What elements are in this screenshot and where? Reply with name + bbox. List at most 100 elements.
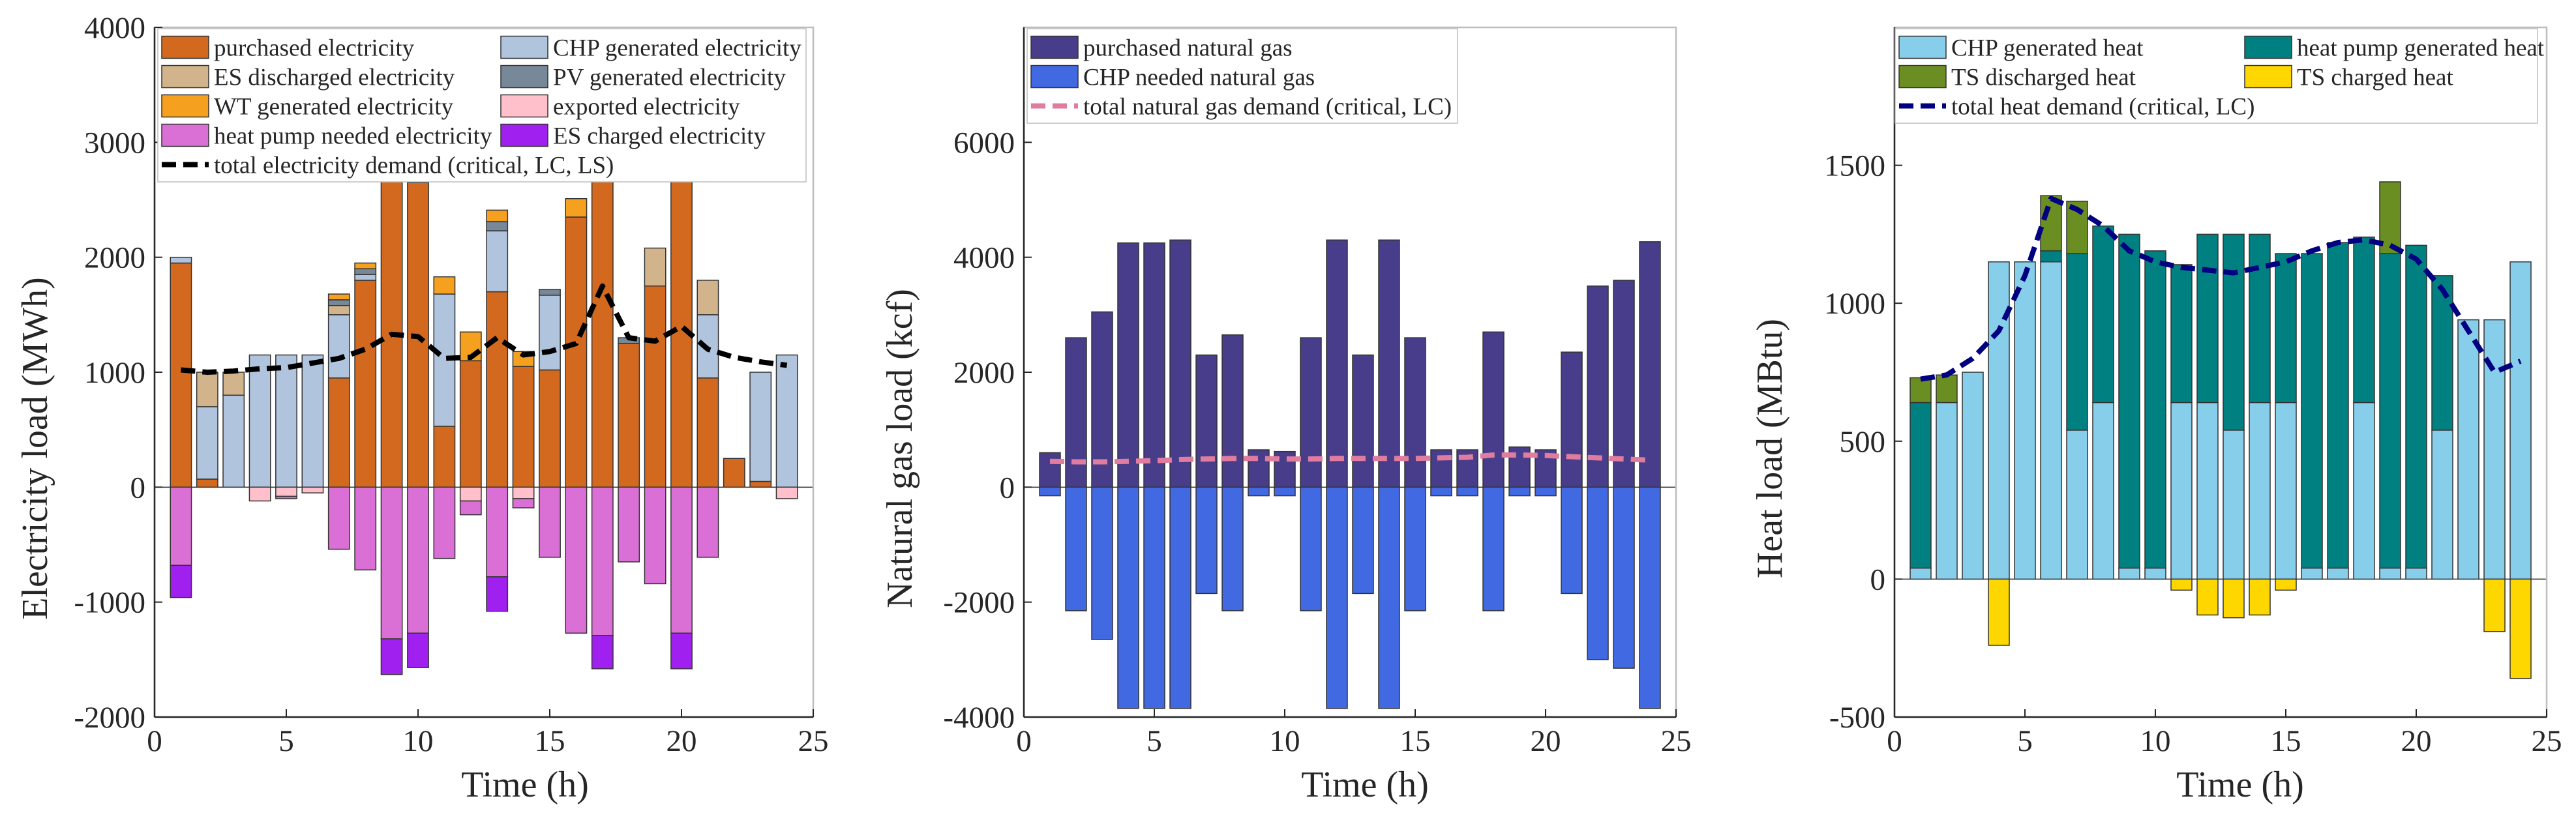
bar-heat-pump-generated-heat (2431, 275, 2453, 431)
y-tick-label: -1000 (74, 586, 145, 620)
bar-heat-pump-needed-electricity (644, 486, 666, 585)
x-tick-label: 5 (2017, 724, 2033, 758)
y-tick-label: -4000 (943, 701, 1015, 735)
bar-heat-pump-needed-electricity (380, 486, 403, 639)
y-tick-label: 0 (130, 471, 146, 505)
bar-heat-pump-generated-heat (2118, 233, 2140, 569)
legend-swatch-wt-generated-electricity (161, 94, 209, 118)
bar-heat-pump-needed-electricity (459, 500, 482, 516)
bar-purchased-natural-gas (1195, 354, 1218, 488)
bar-purchased-natural-gas (1482, 331, 1505, 488)
bar-chp-generated-electricity (196, 406, 218, 480)
bar-purchased-natural-gas (1039, 452, 1061, 488)
legend-swatch-exported-electricity (500, 94, 548, 118)
legend-label-es-charged-electricity: ES charged electricity (553, 123, 766, 150)
bar-wt-generated-electricity (327, 293, 350, 301)
legend-swatch-heat-pump-generated-heat (2244, 35, 2292, 59)
bar-chp-generated-heat (2379, 567, 2401, 580)
bar-purchased-electricity (170, 262, 192, 488)
electricity-load-chart: Time (h) Electricity load (MWh) 0 5 10 15 20… (15, 11, 829, 805)
bar-chp-generated-heat (2249, 402, 2271, 580)
legend-label-ts-charged-heat: TS charged heat (2297, 65, 2453, 91)
legend-label-total-natural-gas-demand-critical-lc: total natural gas demand (critical, LC) (1083, 94, 1452, 121)
y-tick-label: 1000 (1824, 287, 1885, 321)
y-tick-label: 2000 (953, 356, 1015, 390)
legend-swatch-ts-charged-heat (2244, 65, 2292, 89)
legend-label-pv-generated-electricity: PV generated electricity (553, 65, 786, 91)
x-tick-label: 0 (147, 724, 162, 758)
bar-purchased-natural-gas (1065, 337, 1087, 488)
y-tick-label: -2000 (74, 701, 145, 735)
x-tick-label: 10 (2140, 724, 2171, 758)
bar-chp-generated-electricity (354, 274, 377, 281)
bar-ts-discharged-heat (1936, 374, 1958, 404)
bar-exported-electricity (775, 486, 798, 499)
line-total-electricity-demand-critical-lc-ls (181, 283, 788, 375)
bar-chp-needed-natural-gas (1639, 486, 1661, 709)
bar-chp-generated-heat (2170, 402, 2193, 580)
bar-heat-pump-needed-electricity (591, 486, 614, 636)
bar-heat-pump-needed-electricity (486, 486, 509, 578)
bar-purchased-natural-gas (1248, 449, 1270, 488)
bar-heat-pump-needed-electricity (618, 486, 640, 563)
bar-chp-generated-heat (2014, 261, 2036, 580)
bar-purchased-natural-gas (1561, 351, 1583, 488)
x-tick-label: 20 (2401, 724, 2432, 758)
bar-chp-generated-electricity (775, 354, 798, 488)
legend-label-purchased-natural-gas: purchased natural gas (1083, 35, 1293, 62)
bar-heat-pump-generated-heat (2144, 250, 2166, 569)
bar-exported-electricity (248, 486, 271, 502)
bar-purchased-electricity (749, 480, 772, 488)
x-tick-label: 15 (1400, 724, 1431, 758)
bar-chp-needed-natural-gas (1195, 486, 1218, 594)
legend-swatch-pv-generated-electricity (500, 65, 548, 89)
legend-label-exported-electricity: exported electricity (553, 94, 740, 121)
bar-chp-needed-natural-gas (1169, 486, 1191, 709)
legend-swatch-chp-generated-heat (1898, 35, 1947, 59)
bar-heat-pump-generated-heat (2196, 233, 2219, 404)
bar-es-discharged-electricity (327, 304, 350, 316)
bar-purchased-natural-gas (1326, 239, 1348, 488)
bar-chp-generated-electricity (222, 394, 245, 488)
x-axis-label: Time (h) (461, 765, 589, 805)
bar-purchased-electricity (380, 164, 403, 488)
bar-chp-needed-natural-gas (1221, 486, 1244, 611)
bar-purchased-electricity (670, 153, 693, 488)
bar-chp-generated-heat (2405, 567, 2427, 580)
x-tick-label: 25 (1661, 724, 1692, 758)
bar-heat-pump-needed-electricity (170, 486, 192, 566)
bar-heat-pump-generated-heat (2301, 253, 2323, 569)
bar-purchased-natural-gas (1613, 280, 1635, 488)
bar-chp-generated-heat (2118, 567, 2140, 580)
y-axis-label: Natural gas load (kcf) (880, 289, 920, 608)
legend-label-chp-needed-natural-gas: CHP needed natural gas (1083, 65, 1315, 91)
bar-chp-generated-heat (2223, 430, 2245, 580)
bar-purchased-electricity (696, 377, 719, 488)
x-tick-label: 5 (278, 724, 294, 758)
bar-pv-generated-electricity (327, 299, 350, 306)
bar-heat-pump-generated-heat (1910, 402, 1932, 569)
bar-chp-needed-natural-gas (1378, 486, 1400, 709)
bar-chp-generated-heat (2092, 402, 2114, 580)
bar-purchased-electricity (327, 377, 350, 488)
bar-wt-generated-electricity (565, 198, 588, 218)
bar-chp-generated-electricity (539, 295, 561, 371)
bar-chp-generated-electricity (248, 354, 271, 488)
bar-exported-electricity (512, 486, 535, 499)
y-tick-label: 4000 (84, 11, 145, 45)
bar-chp-generated-electricity (327, 314, 350, 379)
bar-chp-needed-natural-gas (1117, 486, 1139, 709)
legend-label-purchased-electricity: purchased electricity (214, 35, 415, 62)
bar-heat-pump-generated-heat (2249, 233, 2271, 404)
bar-es-discharged-electricity (696, 280, 719, 316)
bar-chp-generated-heat (2196, 402, 2219, 580)
y-tick-label: 1500 (1824, 149, 1885, 183)
bar-purchased-electricity (354, 280, 377, 488)
bar-purchased-electricity (512, 366, 535, 488)
bar-purchased-natural-gas (1117, 242, 1139, 488)
bar-chp-generated-heat (2457, 319, 2479, 580)
x-tick-label: 15 (535, 724, 565, 758)
bar-chp-needed-natural-gas (1326, 486, 1348, 709)
bar-exported-electricity (459, 486, 482, 502)
